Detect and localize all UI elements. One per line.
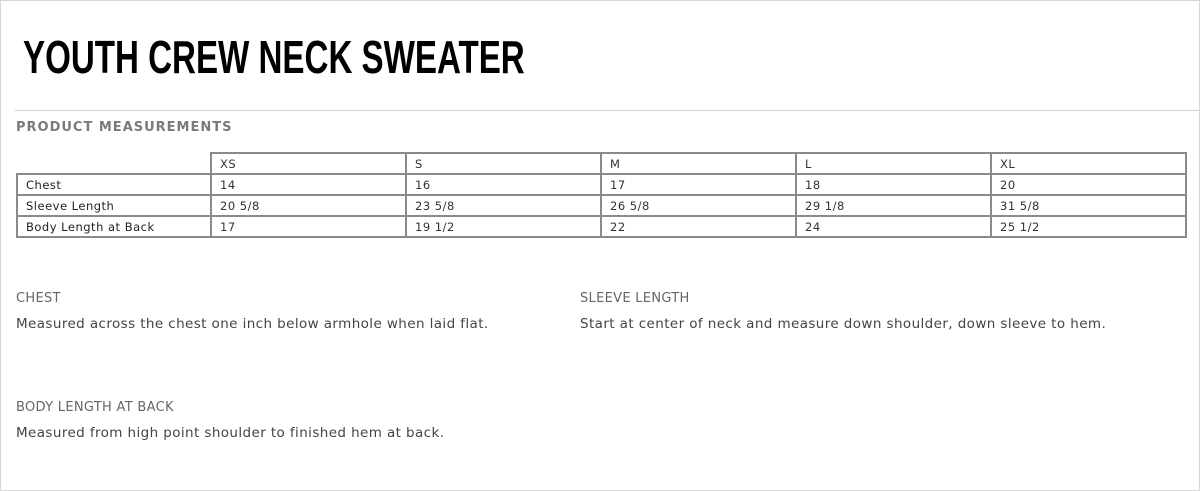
cell: 22 (600, 215, 797, 238)
row-label: Sleeve Length (16, 194, 212, 217)
cell: 24 (795, 215, 992, 238)
header-cell: S (405, 152, 602, 175)
cell: 31 5/8 (990, 194, 1187, 217)
table-row: Sleeve Length 20 5/8 23 5/8 26 5/8 29 1/… (16, 194, 1187, 217)
row-label: Chest (16, 173, 212, 196)
table-row: Body Length at Back 17 19 1/2 22 24 25 1… (16, 215, 1187, 238)
cell: 19 1/2 (405, 215, 602, 238)
cell: 17 (600, 173, 797, 196)
cell: 20 5/8 (210, 194, 407, 217)
cell: 16 (405, 173, 602, 196)
blank-cell (17, 153, 212, 175)
table-row: Chest 14 16 17 18 20 (16, 173, 1187, 196)
cell: 29 1/8 (795, 194, 992, 217)
sleeve-heading: SLEEVE LENGTH (580, 291, 690, 306)
page-title: YOUTH CREW NECK SWEATER (23, 31, 525, 83)
cell: 20 (990, 173, 1187, 196)
cell: 26 5/8 (600, 194, 797, 217)
section-title: PRODUCT MEASUREMENTS (16, 120, 233, 135)
body-description: Measured from high point shoulder to fin… (16, 425, 445, 441)
cell: 25 1/2 (990, 215, 1187, 238)
cell: 23 5/8 (405, 194, 602, 217)
table-header-row: XS S M L XL (17, 152, 1187, 175)
header-cell: M (600, 152, 797, 175)
chest-description: Measured across the chest one inch below… (16, 316, 489, 332)
cell: 17 (210, 215, 407, 238)
header-cell: XS (210, 152, 407, 175)
body-heading: BODY LENGTH AT BACK (16, 400, 174, 415)
divider (15, 110, 1199, 111)
cell: 14 (210, 173, 407, 196)
chest-heading: CHEST (16, 291, 61, 306)
header-cell: XL (990, 152, 1187, 175)
cell: 18 (795, 173, 992, 196)
header-cell: L (795, 152, 992, 175)
measurements-table: XS S M L XL Chest 14 16 17 18 20 Sleeve … (16, 152, 1187, 238)
sleeve-description: Start at center of neck and measure down… (580, 316, 1107, 332)
row-label: Body Length at Back (16, 215, 212, 238)
